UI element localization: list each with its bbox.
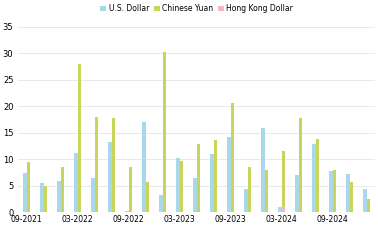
Legend: U.S. Dollar, Chinese Yuan, Hong Kong Dollar: U.S. Dollar, Chinese Yuan, Hong Kong Dol… bbox=[97, 1, 296, 16]
Bar bbox=[44, 186, 47, 212]
Bar bbox=[112, 118, 115, 212]
Bar bbox=[129, 167, 132, 212]
Bar bbox=[61, 167, 64, 212]
Bar bbox=[367, 199, 370, 212]
Bar bbox=[27, 162, 30, 212]
Bar bbox=[176, 158, 180, 212]
Bar bbox=[125, 211, 129, 212]
Bar bbox=[265, 170, 268, 212]
Bar bbox=[278, 207, 282, 212]
Bar bbox=[210, 154, 214, 212]
Bar bbox=[197, 143, 200, 212]
Bar bbox=[23, 173, 27, 212]
Bar bbox=[333, 170, 336, 212]
Bar bbox=[363, 189, 367, 212]
Bar bbox=[299, 118, 302, 212]
Bar bbox=[193, 178, 197, 212]
Bar bbox=[142, 122, 146, 212]
Bar bbox=[261, 128, 265, 212]
Bar bbox=[78, 64, 81, 212]
Bar bbox=[244, 189, 248, 212]
Bar bbox=[316, 139, 319, 212]
Bar bbox=[295, 175, 299, 212]
Bar bbox=[95, 117, 98, 212]
Bar bbox=[146, 182, 149, 212]
Bar bbox=[180, 161, 183, 212]
Bar bbox=[312, 143, 316, 212]
Bar bbox=[163, 52, 166, 212]
Bar bbox=[91, 178, 95, 212]
Bar bbox=[108, 143, 112, 212]
Bar bbox=[57, 181, 61, 212]
Bar bbox=[346, 174, 350, 212]
Bar bbox=[214, 140, 217, 212]
Bar bbox=[248, 167, 251, 212]
Bar bbox=[329, 171, 333, 212]
Bar bbox=[350, 182, 353, 212]
Bar bbox=[231, 103, 234, 212]
Bar bbox=[227, 137, 231, 212]
Bar bbox=[40, 183, 44, 212]
Bar bbox=[282, 207, 285, 212]
Bar bbox=[74, 153, 78, 212]
Bar bbox=[282, 151, 285, 212]
Bar bbox=[159, 195, 163, 212]
